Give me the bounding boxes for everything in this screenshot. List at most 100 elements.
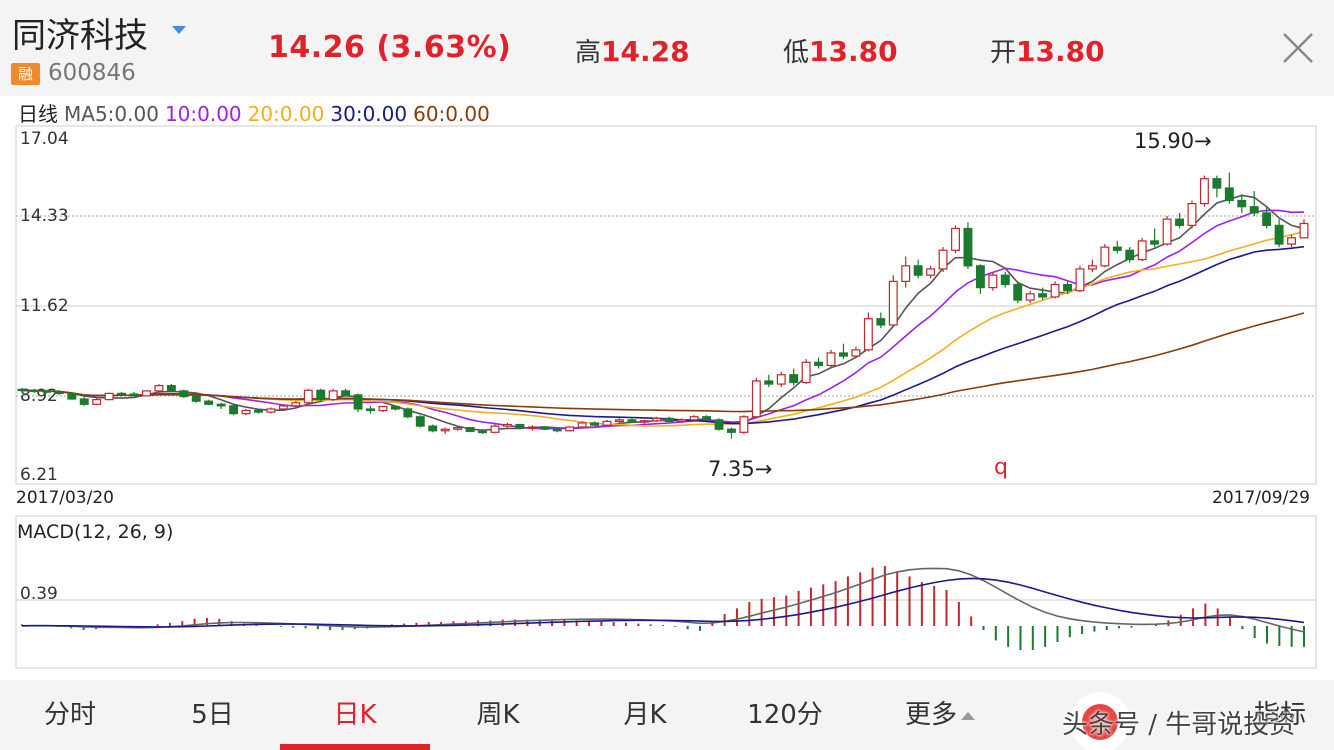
tab-more[interactable]: 更多 bbox=[885, 680, 995, 750]
period-low-annotation: 7.35→ bbox=[708, 457, 772, 481]
y-tick-label: 11.62 bbox=[20, 296, 69, 316]
stray-annotation: q bbox=[994, 455, 1008, 480]
macd-panel-frame bbox=[15, 515, 1317, 669]
candle-panel-frame bbox=[15, 125, 1317, 485]
candle bbox=[17, 387, 27, 392]
candle bbox=[353, 393, 363, 413]
candle bbox=[590, 421, 600, 427]
tab-intraday[interactable]: 分时 bbox=[43, 700, 96, 730]
candle bbox=[839, 343, 848, 360]
open-label: 开 bbox=[990, 38, 1017, 68]
ma60-value: 60:0.00 bbox=[413, 102, 490, 126]
candle bbox=[926, 265, 936, 279]
candle-body bbox=[241, 409, 251, 415]
candle-body bbox=[1025, 293, 1035, 301]
candle-body bbox=[565, 426, 575, 432]
candle bbox=[913, 259, 923, 279]
candle bbox=[179, 389, 189, 399]
candle-body bbox=[1038, 293, 1048, 298]
candle-body bbox=[913, 265, 923, 276]
candle-body bbox=[1224, 187, 1234, 202]
candle bbox=[789, 368, 799, 386]
candle-body bbox=[1000, 274, 1010, 286]
candle bbox=[689, 415, 699, 421]
tab-daily-k[interactable]: 日K bbox=[333, 700, 377, 730]
candle-body bbox=[1100, 246, 1110, 267]
candle-body bbox=[975, 265, 985, 289]
candle-body bbox=[1199, 178, 1209, 205]
candle bbox=[664, 416, 674, 423]
candle-body bbox=[92, 399, 102, 405]
candle-body bbox=[465, 427, 475, 432]
tab-5day[interactable]: 5日 bbox=[191, 700, 234, 730]
candle bbox=[1038, 287, 1048, 301]
candle-body bbox=[776, 374, 786, 385]
candle-body bbox=[876, 318, 886, 326]
candle bbox=[901, 256, 911, 288]
candle bbox=[1212, 175, 1222, 198]
low-value: 13.80 bbox=[809, 35, 898, 68]
candle bbox=[1063, 281, 1072, 294]
candle bbox=[266, 407, 276, 414]
candle-body bbox=[540, 426, 550, 430]
candle bbox=[366, 405, 375, 414]
candle-body bbox=[614, 419, 624, 423]
tab-weekly-k[interactable]: 周K bbox=[476, 700, 520, 730]
candle bbox=[1075, 265, 1085, 293]
candle bbox=[552, 427, 562, 433]
candle bbox=[627, 417, 637, 423]
candle bbox=[465, 427, 475, 433]
candle-body bbox=[254, 409, 263, 413]
candle-body bbox=[726, 428, 736, 433]
candle-body bbox=[1237, 199, 1247, 208]
candle bbox=[166, 384, 176, 392]
kline-chart[interactable]: 17.04 14.33 11.62 8.92 6.21 15.90→ 7.35→… bbox=[0, 0, 1334, 680]
candle-body bbox=[652, 417, 662, 422]
candle bbox=[390, 405, 400, 411]
candle-body bbox=[1150, 240, 1160, 245]
candle bbox=[726, 427, 736, 439]
ma10-value: 10:0.00 bbox=[164, 102, 242, 126]
candle bbox=[851, 346, 861, 358]
candle bbox=[67, 391, 77, 400]
candle bbox=[801, 359, 811, 385]
ma20-value: 20:0.00 bbox=[247, 102, 325, 126]
stock-switch-caret-icon[interactable] bbox=[172, 26, 186, 34]
candle bbox=[963, 222, 973, 269]
candle-body bbox=[963, 227, 973, 267]
stock-name[interactable]: 同济科技 bbox=[12, 16, 148, 56]
candle bbox=[888, 275, 898, 327]
close-icon[interactable] bbox=[1280, 30, 1316, 66]
candle-body bbox=[926, 268, 936, 276]
candle-body bbox=[415, 416, 425, 427]
low-label: 低 bbox=[783, 38, 810, 68]
price-change: 14.26 (3.63%) bbox=[268, 30, 512, 65]
tab-monthly-k[interactable]: 月K bbox=[623, 700, 667, 730]
candle bbox=[415, 415, 425, 428]
candle bbox=[1175, 212, 1184, 229]
tab-120min[interactable]: 120分 bbox=[747, 700, 823, 730]
candle bbox=[751, 377, 761, 419]
margin-trading-badge: 融 bbox=[11, 63, 40, 85]
x-end-date: 2017/09/29 bbox=[1212, 488, 1310, 508]
candle-body bbox=[851, 349, 861, 357]
candle bbox=[241, 408, 251, 416]
candle-body bbox=[366, 408, 375, 412]
candle bbox=[502, 422, 512, 428]
candle bbox=[1187, 200, 1197, 229]
candle-body bbox=[291, 402, 301, 407]
candle-body bbox=[764, 380, 774, 385]
candle-body bbox=[440, 428, 450, 432]
candle-body bbox=[826, 352, 836, 367]
candle bbox=[565, 426, 575, 432]
floating-action-button[interactable] bbox=[1068, 690, 1132, 750]
stock-code: 600846 bbox=[48, 60, 136, 86]
candle-body bbox=[204, 400, 214, 405]
ma-legend: 日线 MA5:0.00 10:0.00 20:0.00 30:0.00 60:0.00 bbox=[18, 98, 496, 127]
y-tick-label: 17.04 bbox=[20, 129, 69, 149]
candle bbox=[1025, 290, 1035, 304]
candle bbox=[764, 374, 774, 388]
candle bbox=[739, 415, 749, 434]
macd-series bbox=[21, 566, 1305, 650]
tab-indicators[interactable]: 指标 bbox=[1253, 700, 1306, 730]
